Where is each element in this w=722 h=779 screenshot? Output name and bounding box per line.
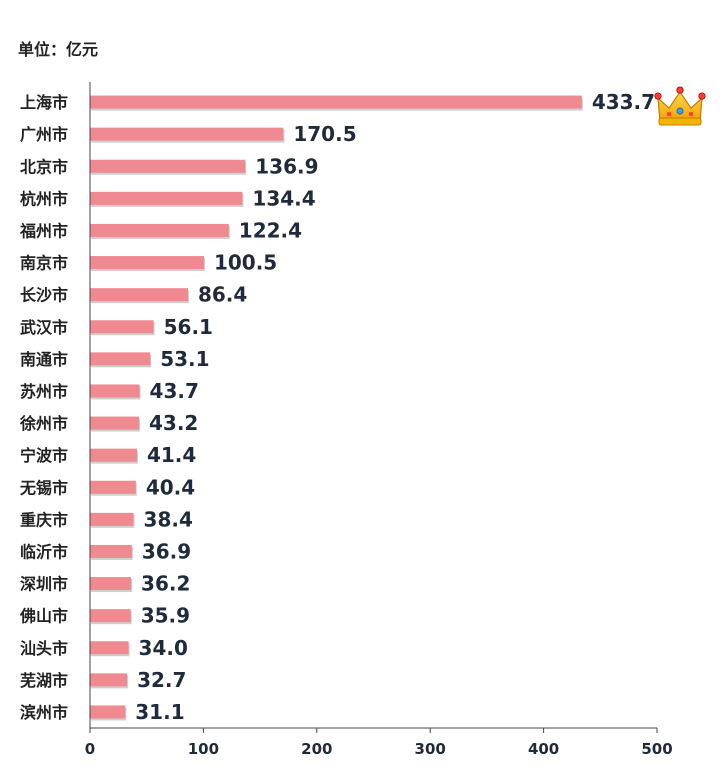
category-label: 无锡市 xyxy=(19,478,68,497)
value-label: 35.9 xyxy=(141,604,190,628)
bar xyxy=(90,191,243,205)
value-label: 38.4 xyxy=(144,507,193,531)
bar xyxy=(90,95,582,109)
crown-band xyxy=(658,117,702,126)
crown-gem xyxy=(688,111,694,117)
value-label: 56.1 xyxy=(164,315,213,339)
bar xyxy=(90,577,132,591)
category-label: 深圳市 xyxy=(20,575,68,594)
category-label: 上海市 xyxy=(20,93,68,112)
bar xyxy=(90,223,229,237)
crown-gem xyxy=(654,92,662,100)
bar xyxy=(90,512,134,526)
bar xyxy=(90,480,136,494)
crown-gem xyxy=(676,107,684,115)
x-tick-label: 400 xyxy=(528,740,559,758)
value-label: 86.4 xyxy=(198,283,247,307)
value-label: 122.4 xyxy=(239,218,302,242)
bar xyxy=(90,609,131,623)
bar xyxy=(90,127,284,141)
labels-layer: 上海市 433.7 广州市 170.5 北京市 136.9 杭州市 134.4 福州市 122.4… xyxy=(19,90,655,724)
bar xyxy=(90,288,188,302)
bar xyxy=(90,256,204,270)
bar xyxy=(90,416,139,430)
category-label: 重庆市 xyxy=(20,510,68,529)
value-label: 32.7 xyxy=(137,668,186,692)
category-label: 芜湖市 xyxy=(20,671,68,690)
bar xyxy=(90,352,151,366)
category-label: 武汉市 xyxy=(20,318,68,337)
x-tick-label: 200 xyxy=(301,740,332,758)
value-label: 433.7 xyxy=(592,90,655,114)
category-label: 徐州市 xyxy=(19,414,68,433)
crown-gem xyxy=(698,92,706,100)
value-label: 41.4 xyxy=(147,443,196,467)
x-tick-label: 100 xyxy=(188,740,219,758)
crown-icon xyxy=(654,86,706,126)
x-tick-label: 300 xyxy=(415,740,446,758)
value-label: 34.0 xyxy=(139,636,188,660)
value-label: 36.9 xyxy=(142,539,191,563)
category-label: 南京市 xyxy=(20,254,68,273)
bar xyxy=(90,159,246,173)
unit-label: 单位：亿元 xyxy=(18,40,99,59)
value-label: 36.2 xyxy=(141,572,190,596)
category-label: 福州市 xyxy=(19,221,68,240)
bar xyxy=(90,641,129,655)
bar xyxy=(90,705,126,719)
crown-gem xyxy=(666,111,672,117)
x-tick-label: 500 xyxy=(641,740,672,758)
value-label: 43.2 xyxy=(149,411,198,435)
value-label: 134.4 xyxy=(252,186,315,210)
category-label: 北京市 xyxy=(20,157,68,176)
category-label: 苏州市 xyxy=(20,382,68,401)
category-label: 南通市 xyxy=(20,350,68,369)
category-label: 宁波市 xyxy=(20,446,68,465)
category-label: 杭州市 xyxy=(20,189,68,208)
bar xyxy=(90,320,154,334)
bar xyxy=(90,384,140,398)
value-label: 43.7 xyxy=(150,379,199,403)
category-label: 佛山市 xyxy=(19,607,68,626)
category-label: 广州市 xyxy=(20,125,68,144)
bar xyxy=(90,448,137,462)
bars-layer xyxy=(90,95,583,721)
category-label: 长沙市 xyxy=(20,286,68,305)
crown-gem xyxy=(676,86,684,94)
value-label: 100.5 xyxy=(214,251,277,275)
axis-layer: 0 100 200 300 400 500 xyxy=(85,82,673,758)
value-label: 40.4 xyxy=(146,475,195,499)
category-label: 滨州市 xyxy=(20,703,68,722)
category-label: 汕头市 xyxy=(20,639,68,658)
category-label: 临沂市 xyxy=(20,542,68,561)
value-label: 53.1 xyxy=(160,347,209,371)
bar xyxy=(90,673,128,687)
value-label: 170.5 xyxy=(293,122,356,146)
bar xyxy=(90,544,132,558)
x-tick-label: 0 xyxy=(85,740,95,758)
value-label: 136.9 xyxy=(255,154,318,178)
value-label: 31.1 xyxy=(135,700,184,724)
